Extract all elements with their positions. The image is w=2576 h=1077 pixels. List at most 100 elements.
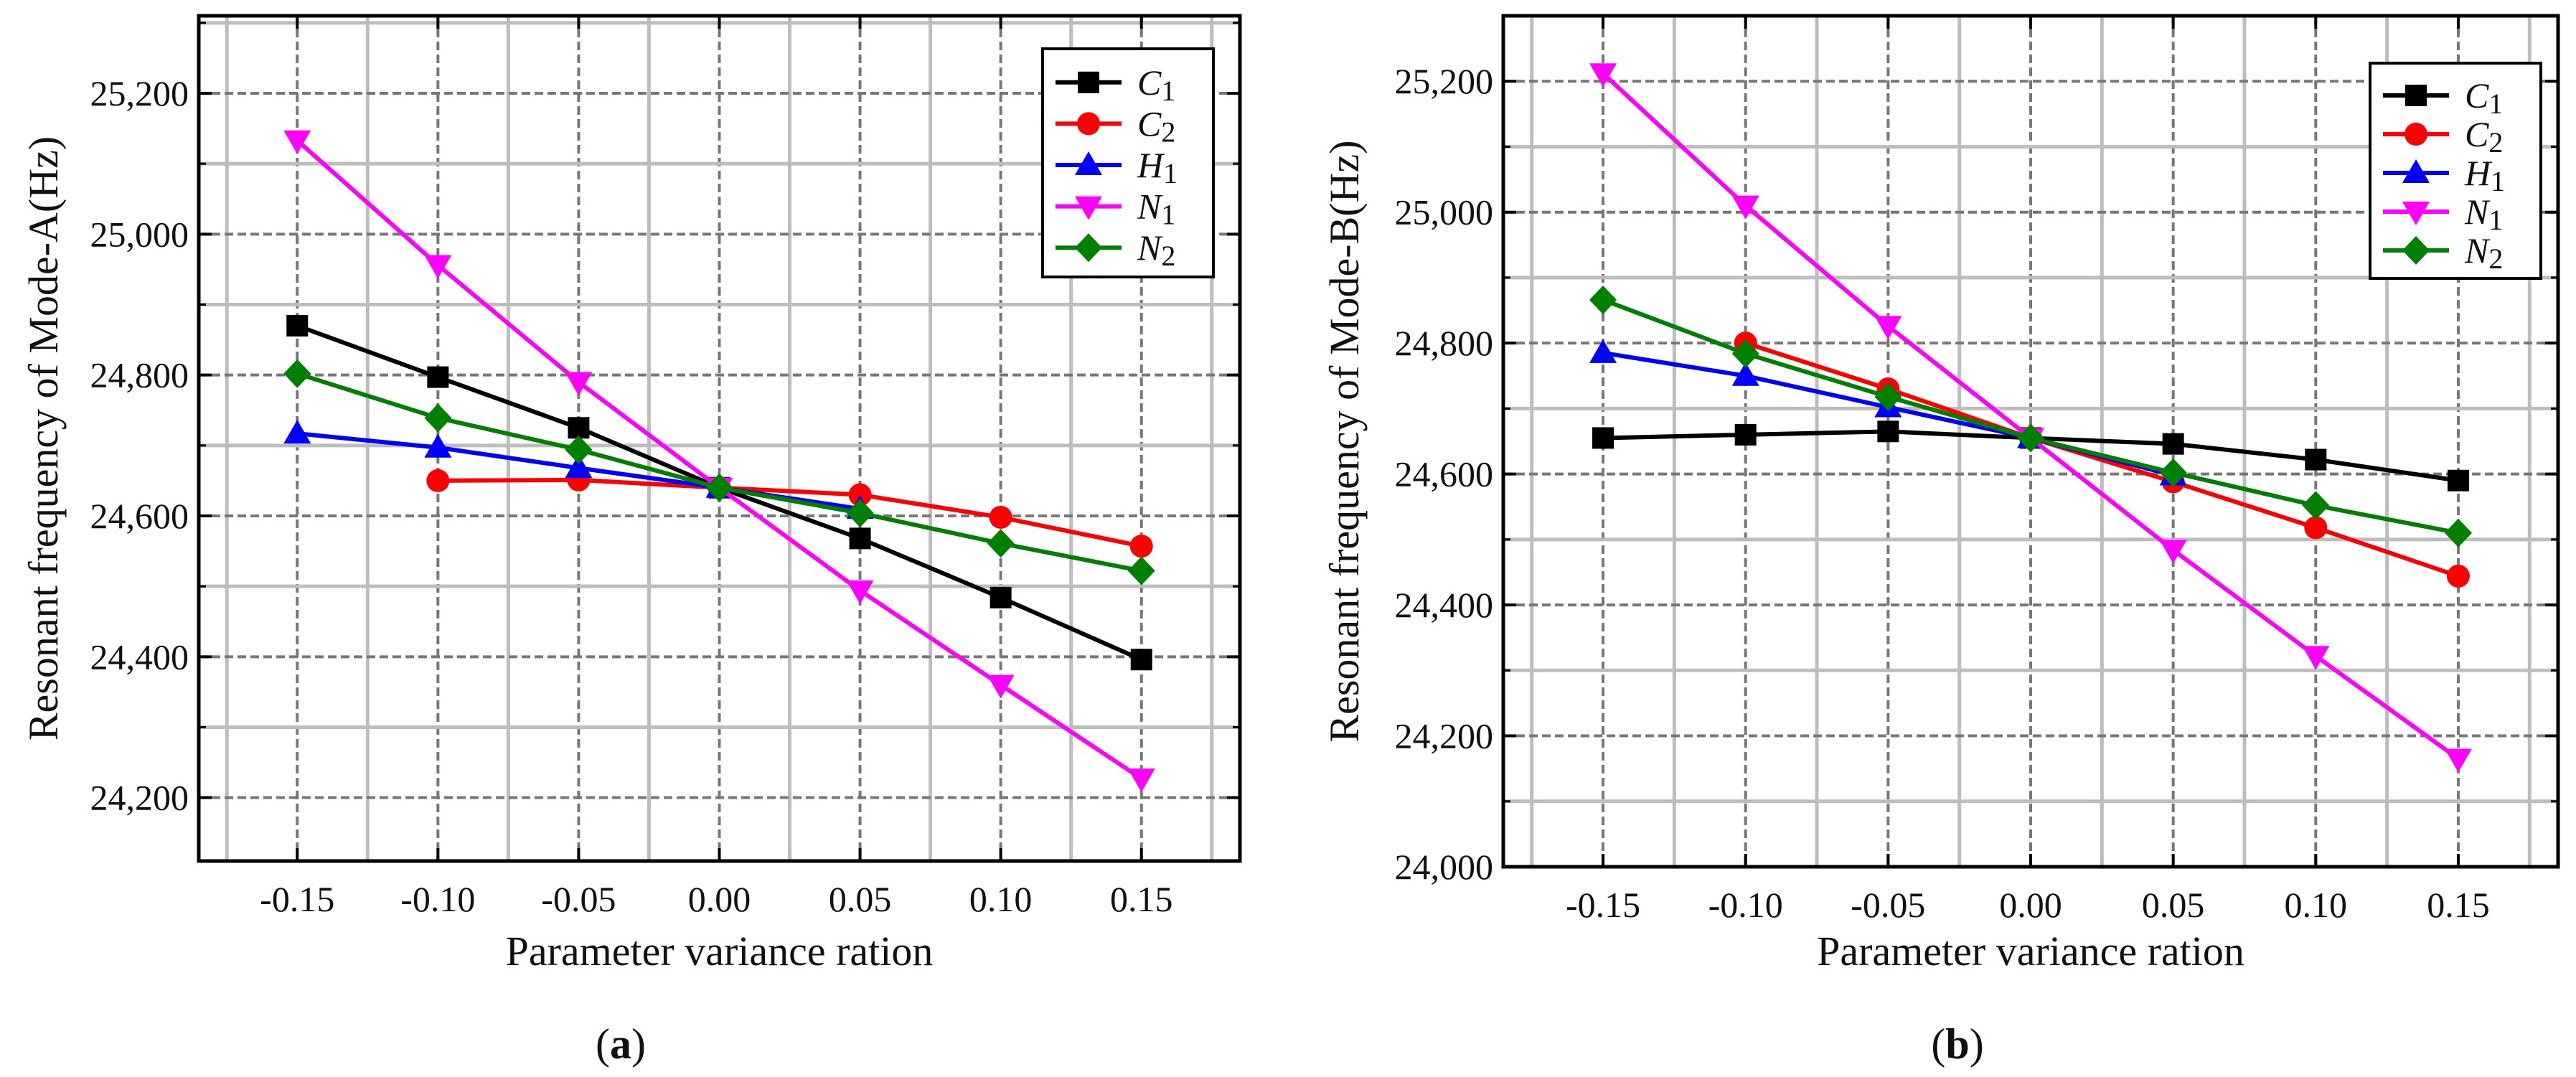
data-point-C1 — [989, 586, 1012, 608]
data-point-C1 — [1592, 427, 1614, 449]
chart-panel-a: 24,200 24,400 24,600 24,800 25,000 25,200 -0.1… — [20, 14, 1242, 1068]
legend-marker-N2 — [2402, 236, 2430, 265]
data-point-C2 — [848, 483, 872, 507]
data-point-N1 — [283, 130, 311, 154]
data-point-N1 — [424, 255, 452, 279]
y-tick-label: 24,800 — [90, 355, 189, 395]
series-line-C2 — [1744, 341, 2459, 578]
legend-label-N1: N1 — [1137, 187, 1175, 231]
data-point-H1 — [283, 420, 311, 444]
data-point-N1 — [1731, 195, 1759, 220]
data-point-H1 — [1589, 339, 1617, 363]
data-point-C2 — [426, 469, 450, 492]
legend-label-C1: C1 — [2465, 75, 2503, 120]
y-tick-label: 25,200 — [90, 73, 189, 113]
data-point-H1 — [1731, 362, 1759, 386]
legend-marker-H1 — [1075, 151, 1102, 175]
data-point-N1 — [987, 674, 1015, 699]
data-point-N2 — [2444, 518, 2472, 547]
data-point-N2 — [1874, 382, 1902, 411]
data-point-N2 — [283, 359, 311, 388]
legend-label-N2: N2 — [2464, 230, 2503, 275]
x-tick-label: 0.00 — [1999, 885, 2062, 925]
y-tick-label: 24,600 — [90, 496, 189, 536]
y-tick-label: 25,200 — [1395, 61, 1494, 101]
x-tick-label: -0.15 — [1566, 885, 1640, 925]
x-axis-title: Parameter variance ration — [1817, 928, 2244, 974]
data-point-C2 — [2446, 564, 2470, 588]
x-tick-label: 0.05 — [829, 879, 892, 919]
data-point-C1 — [2162, 433, 2184, 455]
data-point-C1 — [286, 314, 309, 337]
y-axis-title: Resonant frequency of Mode-B(Hz) — [1321, 140, 1368, 742]
data-point-N2 — [2159, 458, 2187, 487]
data-point-C1 — [2447, 469, 2469, 492]
x-tick-label: 0.10 — [2285, 885, 2348, 925]
legend-label-C1: C1 — [1137, 62, 1175, 107]
data-point-N2 — [1731, 339, 1759, 368]
plot-frame — [197, 14, 1242, 863]
y-tick-label: 24,400 — [90, 636, 189, 677]
y-tick-label: 24,200 — [1395, 716, 1494, 756]
data-point-N2 — [565, 435, 593, 464]
legend-marker-H1 — [2402, 159, 2430, 183]
legend-label-H1: H1 — [2464, 153, 2505, 197]
data-point-N1 — [2159, 540, 2187, 564]
series-N2 — [1589, 285, 2472, 547]
x-tick-label: 0.15 — [1110, 879, 1173, 919]
y-tick-label: 24,200 — [90, 778, 189, 818]
legend-marker-C1 — [1078, 71, 1099, 93]
data-point-C2 — [989, 505, 1012, 529]
legend-marker-N1 — [1075, 196, 1102, 220]
legend-label-C2: C2 — [2465, 114, 2503, 159]
ticks — [199, 16, 1240, 861]
y-tick-label: 24,800 — [1395, 323, 1494, 363]
data-point-C1 — [1877, 420, 1899, 443]
series-line-C2 — [438, 477, 1142, 549]
data-point-C1 — [849, 527, 871, 550]
legend-marker-N2 — [1075, 233, 1102, 263]
y-axis-title: Resonant frequency of Mode-A(Hz) — [20, 136, 67, 740]
x-tick-label: -0.15 — [260, 879, 334, 919]
data-point-N2 — [424, 403, 452, 433]
plot-frame — [1501, 14, 2560, 869]
x-tick-label: 0.05 — [2142, 885, 2205, 925]
legend-marker-C2 — [1077, 112, 1100, 136]
data-point-N1 — [846, 580, 874, 605]
legend-marker-C2 — [2405, 123, 2427, 146]
y-tick-label: 24,000 — [1395, 847, 1494, 887]
data-point-N1 — [565, 372, 593, 396]
data-point-C2 — [2304, 516, 2328, 540]
legend-label-N2: N2 — [1137, 227, 1175, 272]
data-point-N1 — [2302, 646, 2330, 670]
x-tick-label: -0.10 — [400, 879, 475, 919]
x-tick-label: -0.10 — [1708, 885, 1783, 925]
legend-label-H1: H1 — [1137, 145, 1177, 189]
y-tick-label: 25,000 — [1395, 192, 1494, 232]
data-point-N2 — [705, 473, 733, 502]
data-point-H1 — [565, 454, 593, 479]
data-point-N2 — [2017, 423, 2044, 453]
data-point-N1 — [1589, 63, 1617, 88]
data-point-N1 — [1874, 316, 1902, 340]
x-tick-label: 0.15 — [2427, 885, 2490, 925]
data-point-C1 — [568, 417, 590, 439]
x-tick-label: -0.05 — [1851, 885, 1925, 925]
data-point-C2 — [1129, 535, 1153, 558]
data-point-N1 — [2444, 748, 2472, 773]
x-tick-label: 0.00 — [688, 879, 751, 919]
y-tick-label: 24,600 — [1395, 454, 1494, 494]
data-point-N2 — [846, 499, 874, 528]
legend-label-C2: C2 — [1137, 103, 1175, 148]
y-tick-label: 25,000 — [90, 214, 189, 254]
x-tick-label: -0.05 — [541, 879, 616, 919]
data-point-C1 — [427, 366, 449, 388]
legend-marker-N1 — [2402, 202, 2430, 225]
data-point-H1 — [424, 433, 452, 458]
x-axis-title: Parameter variance ration — [506, 928, 934, 974]
data-point-C1 — [1130, 649, 1152, 671]
data-point-N2 — [1589, 285, 1617, 314]
